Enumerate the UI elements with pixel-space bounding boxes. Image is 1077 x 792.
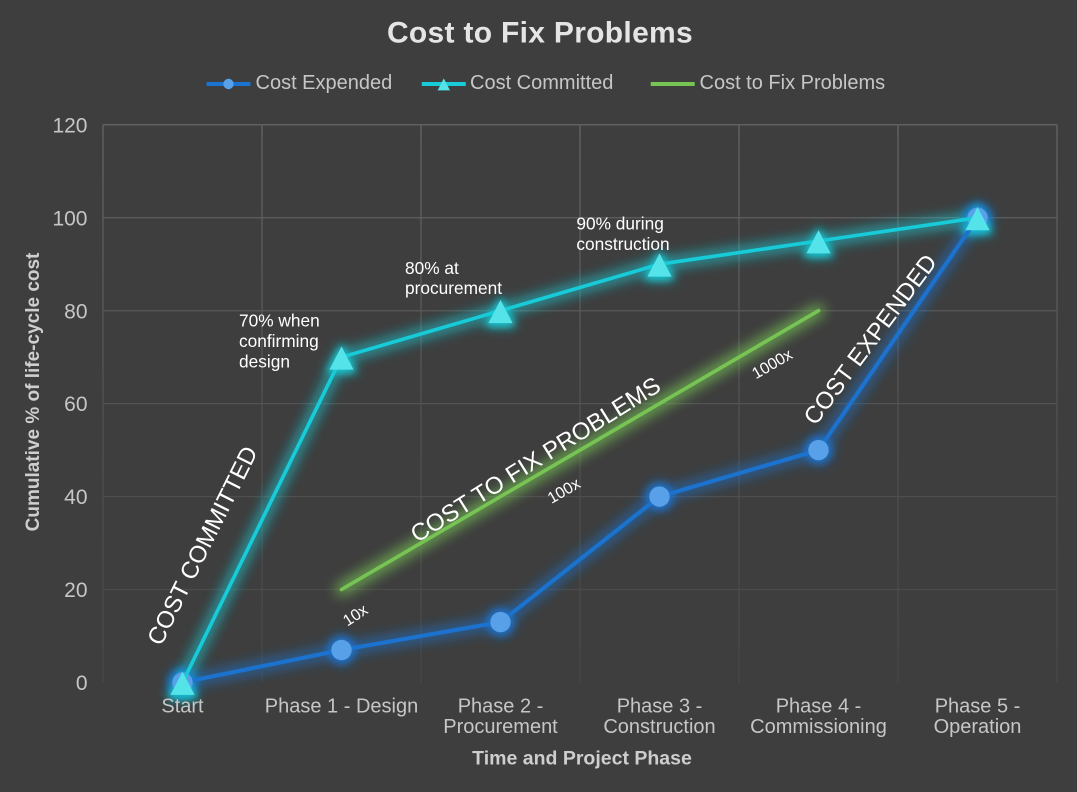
svg-text:construction: construction	[576, 234, 669, 254]
svg-text:60: 60	[64, 393, 87, 416]
svg-text:90% during: 90% during	[576, 214, 663, 234]
svg-text:100: 100	[52, 207, 87, 230]
svg-text:Construction: Construction	[603, 716, 715, 738]
svg-text:70% when: 70% when	[239, 311, 320, 331]
svg-text:80% at: 80% at	[405, 258, 459, 278]
svg-text:Phase 4 -: Phase 4 -	[776, 695, 862, 717]
svg-text:design: design	[239, 351, 290, 371]
svg-text:Phase 2 -: Phase 2 -	[458, 695, 544, 717]
svg-text:confirming: confirming	[239, 331, 319, 351]
svg-text:Phase 5 -: Phase 5 -	[935, 695, 1021, 717]
svg-text:80: 80	[64, 300, 87, 323]
svg-text:120: 120	[52, 114, 87, 137]
svg-text:Cost Committed: Cost Committed	[470, 72, 613, 94]
svg-text:Cumulative % of life-cycle cos: Cumulative % of life-cycle cost	[23, 252, 44, 531]
svg-text:Phase 3 -: Phase 3 -	[617, 695, 703, 717]
svg-text:Time and Project Phase: Time and Project Phase	[472, 747, 692, 769]
svg-text:Cost to Fix Problems: Cost to Fix Problems	[700, 72, 886, 94]
svg-text:Cost to Fix Problems: Cost to Fix Problems	[387, 17, 693, 50]
svg-text:Start: Start	[161, 695, 204, 717]
svg-text:Cost Expended: Cost Expended	[256, 72, 393, 94]
svg-text:Commissioning: Commissioning	[750, 716, 887, 738]
svg-text:Procurement: Procurement	[443, 716, 558, 738]
svg-text:Phase 1 - Design: Phase 1 - Design	[265, 695, 418, 717]
svg-text:0: 0	[76, 672, 88, 695]
svg-text:40: 40	[64, 486, 87, 509]
svg-text:20: 20	[64, 579, 87, 602]
svg-text:Operation: Operation	[934, 716, 1022, 738]
svg-text:procurement: procurement	[405, 278, 502, 298]
